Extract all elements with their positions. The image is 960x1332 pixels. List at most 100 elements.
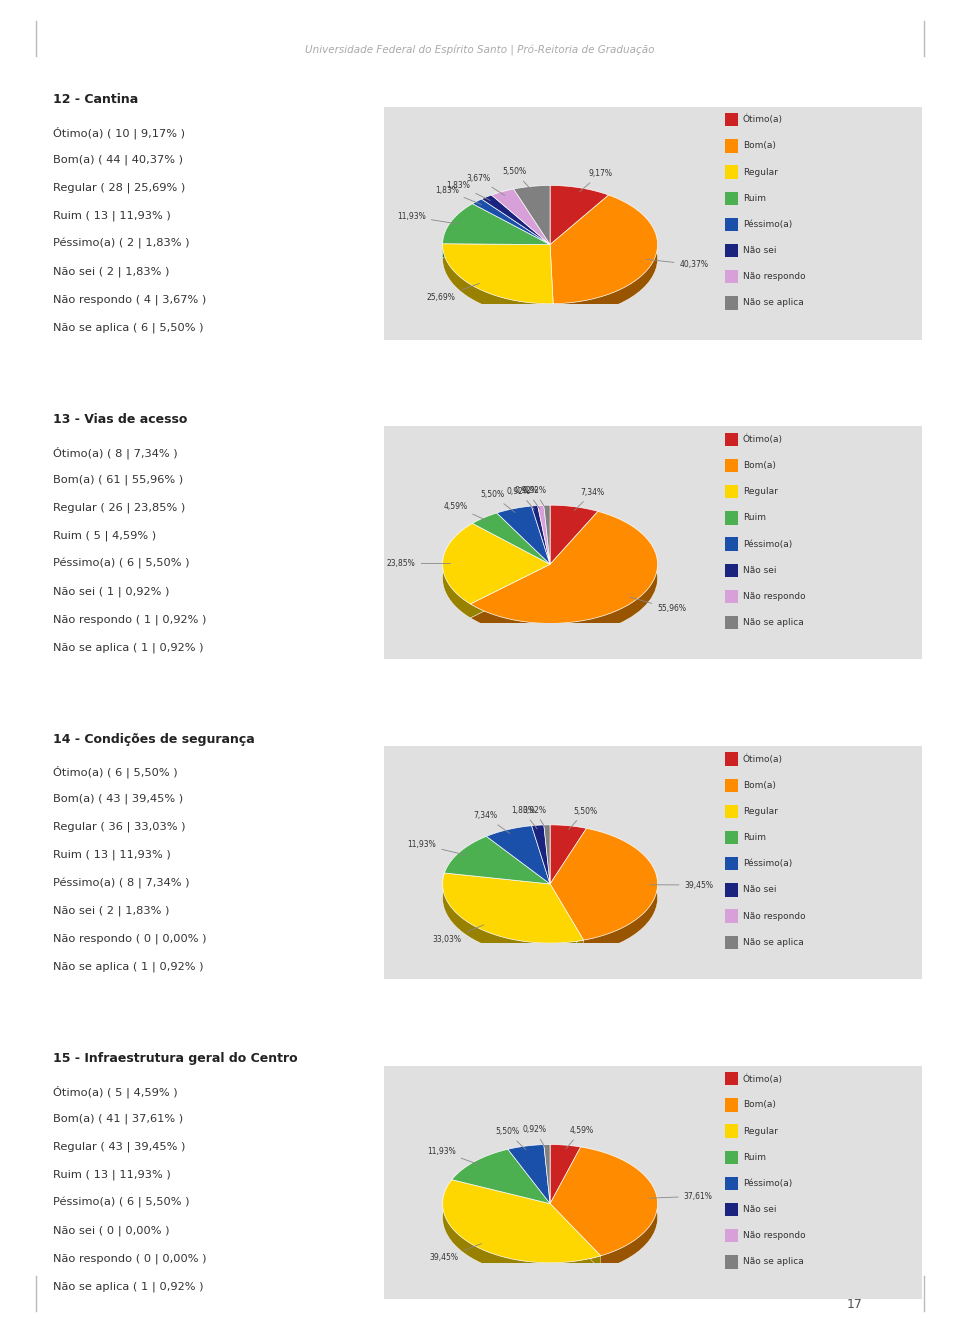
- Text: 1,83%: 1,83%: [446, 181, 491, 201]
- Polygon shape: [482, 194, 492, 213]
- Text: Regular: Regular: [743, 807, 778, 817]
- Polygon shape: [443, 244, 553, 304]
- Polygon shape: [544, 839, 550, 898]
- Polygon shape: [487, 826, 532, 850]
- Polygon shape: [444, 850, 550, 898]
- Text: Bom(a) ( 61 | 55,96% ): Bom(a) ( 61 | 55,96% ): [53, 474, 183, 485]
- Text: Não respondo: Não respondo: [743, 1231, 805, 1240]
- Polygon shape: [550, 1147, 658, 1256]
- Text: 11,93%: 11,93%: [397, 212, 458, 224]
- Text: 39,45%: 39,45%: [650, 880, 713, 890]
- Polygon shape: [544, 825, 550, 839]
- Polygon shape: [444, 836, 487, 887]
- Text: Não sei ( 2 | 1,83% ): Não sei ( 2 | 1,83% ): [53, 266, 169, 277]
- Text: Não respondo: Não respondo: [743, 272, 805, 281]
- Text: 4,59%: 4,59%: [444, 502, 488, 521]
- Text: 5,50%: 5,50%: [480, 490, 516, 513]
- Text: Não se aplica: Não se aplica: [743, 938, 804, 947]
- Polygon shape: [538, 519, 550, 578]
- Polygon shape: [538, 505, 544, 519]
- Text: 5,50%: 5,50%: [503, 168, 532, 190]
- Text: Ruim ( 13 | 11,93% ): Ruim ( 13 | 11,93% ): [53, 1169, 171, 1180]
- Polygon shape: [550, 1162, 658, 1269]
- Polygon shape: [443, 217, 550, 258]
- Text: 11,93%: 11,93%: [427, 1147, 480, 1164]
- Polygon shape: [443, 523, 472, 618]
- Text: Não se aplica ( 1 | 0,92% ): Não se aplica ( 1 | 0,92% ): [53, 962, 204, 972]
- Polygon shape: [443, 1193, 601, 1277]
- Polygon shape: [550, 1159, 581, 1217]
- Polygon shape: [444, 836, 550, 884]
- Text: 0,92%: 0,92%: [522, 1126, 546, 1148]
- Text: Bom(a) ( 43 | 39,45% ): Bom(a) ( 43 | 39,45% ): [53, 794, 183, 805]
- Text: Não sei ( 0 | 0,00% ): Não sei ( 0 | 0,00% ): [53, 1225, 169, 1236]
- Polygon shape: [496, 506, 550, 565]
- Text: 25,69%: 25,69%: [427, 284, 479, 302]
- Polygon shape: [443, 1180, 601, 1269]
- Polygon shape: [553, 194, 658, 318]
- Polygon shape: [443, 257, 553, 318]
- Text: Ótimo(a) ( 6 | 5,50% ): Ótimo(a) ( 6 | 5,50% ): [53, 766, 178, 778]
- Polygon shape: [550, 829, 658, 940]
- Polygon shape: [514, 185, 550, 245]
- Polygon shape: [482, 209, 550, 258]
- Text: Bom(a): Bom(a): [743, 141, 776, 151]
- Text: 39,45%: 39,45%: [429, 1244, 482, 1263]
- Text: Não sei: Não sei: [743, 886, 776, 895]
- Polygon shape: [532, 506, 550, 565]
- Polygon shape: [487, 826, 550, 884]
- Text: Não sei: Não sei: [743, 566, 776, 575]
- Text: 4,59%: 4,59%: [565, 1126, 593, 1150]
- Text: Ótimo(a) ( 5 | 4,59% ): Ótimo(a) ( 5 | 4,59% ): [53, 1086, 178, 1098]
- Polygon shape: [550, 209, 658, 318]
- Polygon shape: [544, 1159, 550, 1217]
- Text: Ruim ( 13 | 11,93% ): Ruim ( 13 | 11,93% ): [53, 210, 171, 221]
- Polygon shape: [532, 519, 550, 578]
- Text: Não se aplica: Não se aplica: [743, 1257, 804, 1267]
- Text: Ótimo(a): Ótimo(a): [743, 434, 782, 444]
- Polygon shape: [443, 204, 550, 245]
- Text: Regular: Regular: [743, 488, 778, 497]
- Polygon shape: [532, 506, 538, 519]
- Text: Ótimo(a): Ótimo(a): [743, 115, 782, 124]
- Text: Péssimo(a): Péssimo(a): [743, 539, 792, 549]
- Polygon shape: [538, 505, 550, 565]
- Polygon shape: [492, 202, 550, 258]
- Text: Não respondo ( 1 | 0,92% ): Não respondo ( 1 | 0,92% ): [53, 614, 206, 625]
- Polygon shape: [472, 513, 550, 565]
- Polygon shape: [550, 505, 598, 565]
- Polygon shape: [544, 505, 550, 519]
- Text: Regular ( 43 | 39,45% ): Regular ( 43 | 39,45% ): [53, 1142, 185, 1152]
- Polygon shape: [550, 825, 587, 884]
- Polygon shape: [492, 189, 550, 245]
- Polygon shape: [544, 1144, 550, 1204]
- Text: 12 - Cantina: 12 - Cantina: [53, 93, 138, 107]
- Polygon shape: [544, 825, 550, 884]
- Polygon shape: [452, 1150, 550, 1204]
- Polygon shape: [581, 1147, 658, 1269]
- Text: 5,50%: 5,50%: [495, 1127, 526, 1150]
- Text: 9,17%: 9,17%: [580, 169, 612, 192]
- Polygon shape: [472, 198, 550, 245]
- Text: Bom(a) ( 44 | 40,37% ): Bom(a) ( 44 | 40,37% ): [53, 155, 182, 165]
- Text: 23,85%: 23,85%: [387, 558, 450, 567]
- Text: 3,67%: 3,67%: [467, 174, 505, 196]
- Text: 0,92%: 0,92%: [522, 806, 546, 829]
- Polygon shape: [492, 189, 514, 209]
- Polygon shape: [550, 200, 609, 258]
- Text: Péssimo(a): Péssimo(a): [743, 220, 792, 229]
- Polygon shape: [470, 511, 658, 623]
- Text: 11,93%: 11,93%: [408, 840, 466, 855]
- Polygon shape: [584, 829, 658, 954]
- Text: Não sei ( 2 | 1,83% ): Não sei ( 2 | 1,83% ): [53, 906, 169, 916]
- Polygon shape: [452, 1150, 508, 1193]
- Text: Não respondo: Não respondo: [743, 911, 805, 920]
- Polygon shape: [544, 519, 550, 578]
- Text: Bom(a): Bom(a): [743, 781, 776, 790]
- Text: 13 - Vias de acesso: 13 - Vias de acesso: [53, 413, 187, 426]
- Polygon shape: [544, 1144, 550, 1159]
- Text: 15 - Infraestrutura geral do Centro: 15 - Infraestrutura geral do Centro: [53, 1052, 298, 1066]
- Text: 0,92%: 0,92%: [515, 486, 540, 509]
- Text: Péssimo(a) ( 6 | 5,50% ): Péssimo(a) ( 6 | 5,50% ): [53, 558, 189, 569]
- Text: Não respondo ( 0 | 0,00% ): Não respondo ( 0 | 0,00% ): [53, 934, 206, 944]
